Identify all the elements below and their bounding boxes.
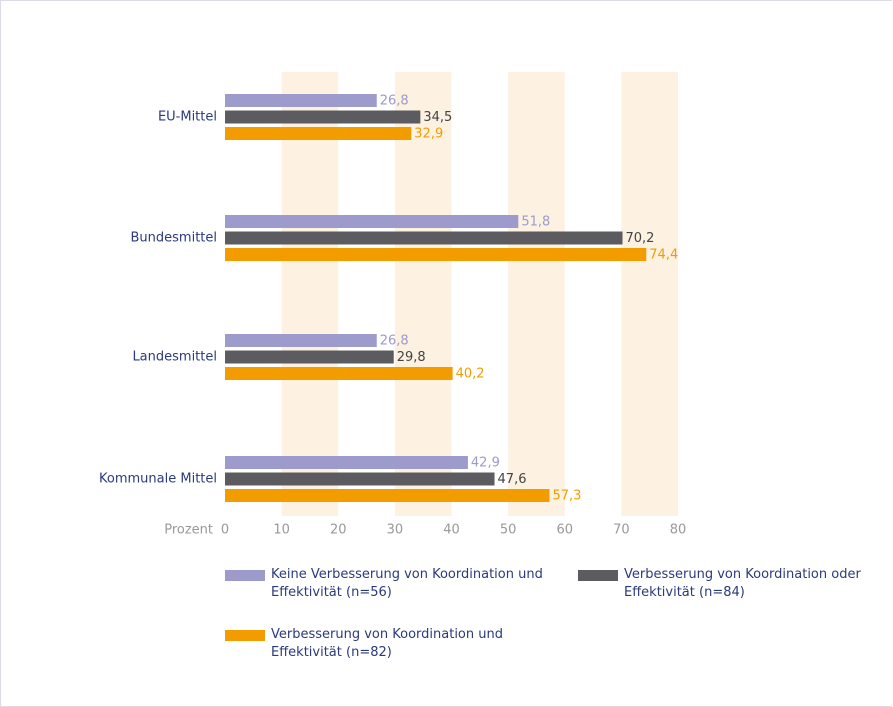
legend-label: Verbesserung von Koordination oder Effek… [624, 567, 861, 600]
x-tick-label: 60 [556, 523, 573, 538]
category-label: EU-Mittel [158, 110, 217, 125]
legend-item: Verbesserung von Koordination und Effekt… [225, 626, 555, 662]
legend-swatch [225, 570, 265, 581]
value-label: 57,3 [552, 489, 581, 504]
value-label: 34,5 [423, 110, 452, 125]
grid-band [508, 72, 565, 516]
category-label: Bundesmittel [131, 231, 218, 246]
x-tick-label: 70 [613, 523, 630, 538]
value-label: 40,2 [456, 367, 485, 382]
bar [225, 94, 377, 107]
legend-label: Verbesserung von Koordination und Effekt… [271, 627, 503, 660]
value-label: 42,9 [471, 456, 500, 471]
category-label: Landesmittel [132, 350, 217, 365]
value-label: 32,9 [414, 127, 443, 142]
legend-swatch [225, 630, 265, 641]
value-label: 51,8 [521, 215, 550, 230]
grid-band [621, 72, 678, 516]
grid-band [281, 72, 339, 516]
bar [225, 248, 647, 261]
x-tick-label: 10 [273, 523, 290, 538]
value-label: 74,4 [649, 248, 678, 263]
x-axis-label: Prozent [164, 523, 213, 538]
legend-item: Keine Verbesserung von Koordination und … [225, 566, 555, 602]
legend-label: Keine Verbesserung von Koordination und … [271, 567, 543, 600]
bar [225, 215, 519, 228]
bar [225, 472, 495, 486]
value-label: 29,8 [397, 350, 426, 365]
value-label: 47,6 [498, 472, 527, 487]
value-label: 26,8 [380, 334, 409, 349]
bar [225, 231, 623, 245]
bar [225, 367, 453, 380]
x-tick-label: 20 [330, 523, 347, 538]
legend-item: Verbesserung von Koordination oder Effek… [578, 566, 878, 602]
bar [225, 489, 550, 502]
legend-swatch [578, 570, 618, 581]
bar [225, 127, 412, 140]
bar [225, 334, 377, 347]
grid-band [394, 72, 452, 516]
x-tick-label: 0 [221, 523, 229, 538]
value-label: 70,2 [626, 231, 655, 246]
category-label: Kommunale Mittel [99, 472, 217, 487]
x-tick-label: 40 [443, 523, 460, 538]
x-tick-label: 50 [500, 523, 517, 538]
bar [225, 456, 468, 469]
value-label: 26,8 [380, 94, 409, 109]
x-tick-label: 30 [387, 523, 404, 538]
bar [225, 110, 421, 124]
bar [225, 350, 394, 364]
x-tick-label: 80 [670, 523, 687, 538]
